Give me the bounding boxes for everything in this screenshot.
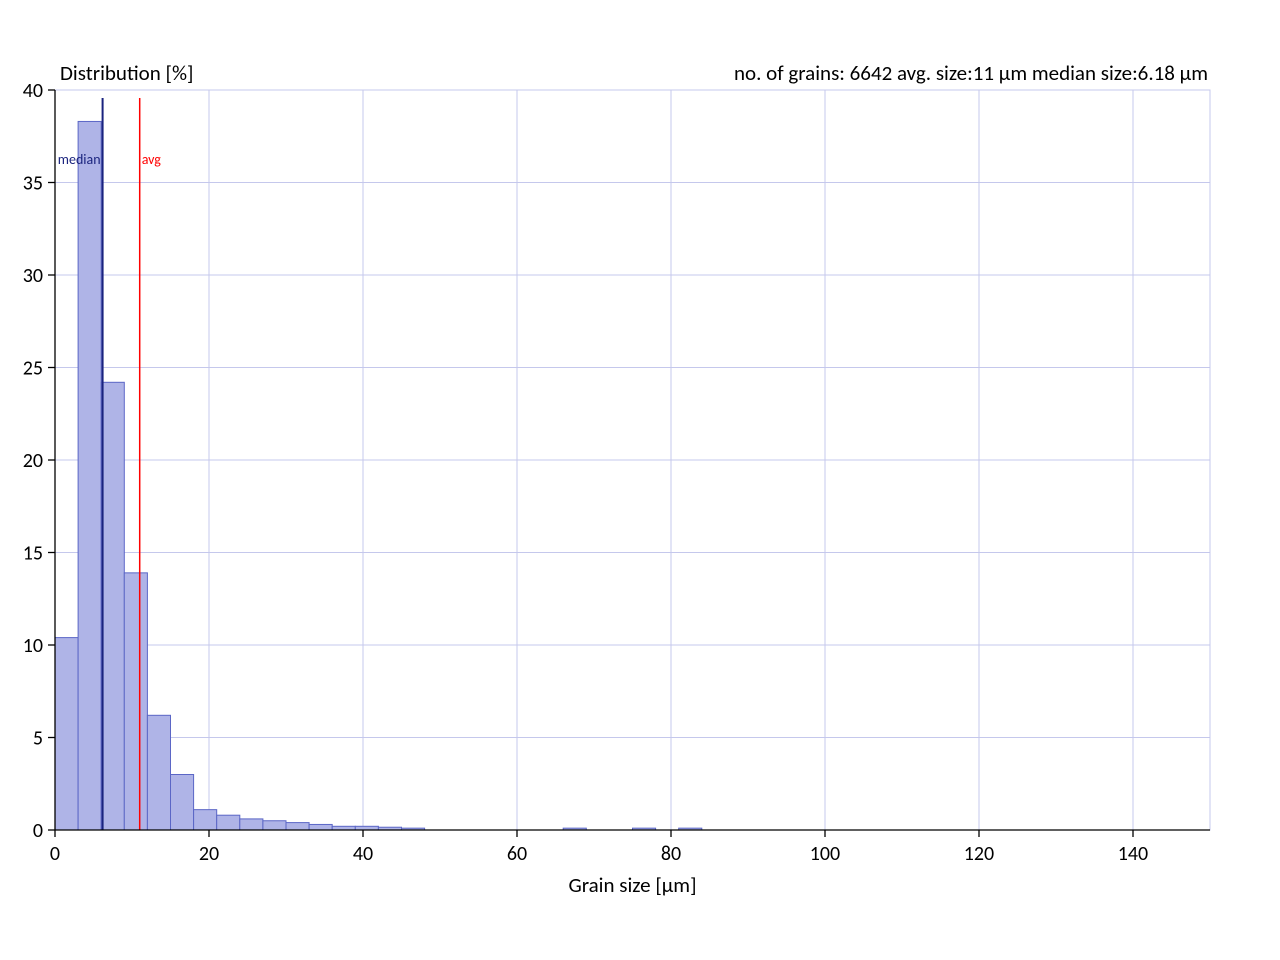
histogram-bar xyxy=(286,823,309,830)
histogram-bar xyxy=(217,815,240,830)
histogram-bar xyxy=(124,573,147,830)
y-tick-label: 20 xyxy=(23,449,43,473)
histogram-bar xyxy=(309,824,332,830)
y-tick-label: 5 xyxy=(33,727,43,751)
histogram-bar xyxy=(101,382,124,830)
chart-svg: median avg 0 5 10 15 20 25 30 35 40 0 20 40 60 80 100 120… xyxy=(0,0,1280,960)
histogram-bar xyxy=(194,810,217,830)
x-tick-label: 40 xyxy=(353,842,373,866)
y-tick-label: 30 xyxy=(23,264,43,288)
x-tick-label: 60 xyxy=(507,842,527,866)
x-axis-title: Grain size [μm] xyxy=(568,872,696,898)
histogram-bar xyxy=(263,821,286,830)
y-tick-label: 25 xyxy=(23,357,43,381)
median-label: median xyxy=(58,151,101,168)
x-tick-label: 140 xyxy=(1118,842,1148,866)
chart-title-right: no. of grains: 6642 avg. size:11 μm medi… xyxy=(734,60,1208,86)
y-tick-label: 40 xyxy=(23,79,43,103)
avg-label: avg xyxy=(142,151,162,168)
x-tick-label: 100 xyxy=(810,842,840,866)
histogram-bar xyxy=(147,715,170,830)
grain-size-histogram: median avg 0 5 10 15 20 25 30 35 40 0 20 40 60 80 100 120… xyxy=(0,0,1280,960)
x-tick-label: 0 xyxy=(50,842,60,866)
y-tick-label: 15 xyxy=(23,542,43,566)
x-tick-label: 80 xyxy=(661,842,681,866)
histogram-bar xyxy=(78,121,101,830)
y-tick-label: 0 xyxy=(33,819,43,843)
histogram-bar xyxy=(171,775,194,831)
y-tick-label: 10 xyxy=(23,634,43,658)
histogram-bar xyxy=(240,819,263,830)
histogram-bar xyxy=(55,638,78,830)
y-tick-label: 35 xyxy=(23,172,43,196)
x-tick-label: 20 xyxy=(199,842,219,866)
x-tick-label: 120 xyxy=(964,842,994,866)
chart-title-left: Distribution [%] xyxy=(60,60,193,86)
